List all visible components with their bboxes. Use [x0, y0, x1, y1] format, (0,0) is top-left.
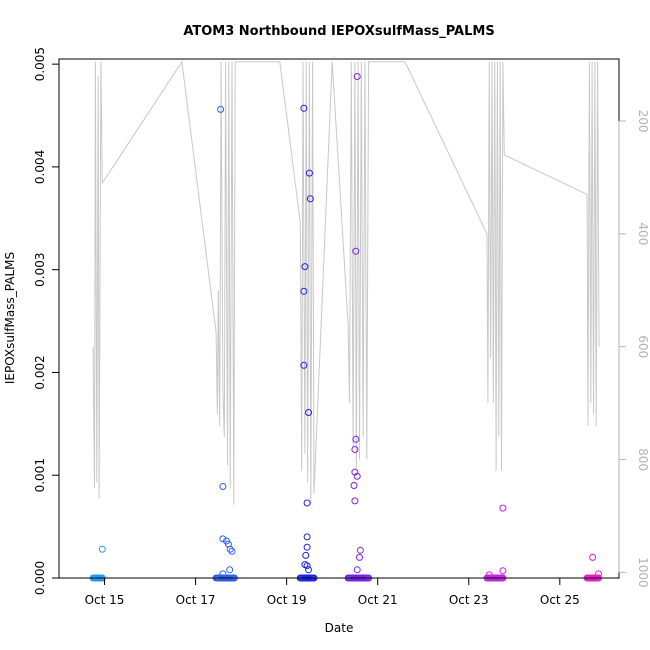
x-tick-label: Oct 25: [540, 593, 580, 607]
x-tick-label: Oct 23: [449, 593, 489, 607]
data-point: [351, 446, 359, 453]
data-point: [356, 553, 363, 561]
data-point: [226, 545, 234, 553]
right-tick-label: 800: [636, 448, 650, 471]
right-tick-label: 200: [636, 110, 650, 133]
data-point: [305, 409, 312, 416]
data-point: [303, 533, 311, 541]
data-point: [595, 570, 602, 578]
x-tick-label: Oct 19: [267, 593, 307, 607]
data-point: [356, 546, 364, 554]
right-tick-label: 400: [636, 222, 650, 245]
data-point: [353, 472, 361, 480]
data-point: [303, 562, 311, 570]
right-tick-label: 600: [636, 335, 650, 358]
right-tick-label: 1000: [636, 557, 650, 588]
data-points-layer: [89, 73, 602, 582]
data-point: [353, 566, 361, 574]
data-point: [303, 499, 311, 507]
data-point: [303, 543, 311, 551]
y-tick-label: 0.002: [33, 355, 47, 389]
data-point: [226, 566, 234, 574]
data-point: [219, 535, 227, 543]
gray-series-layer: [92, 60, 600, 505]
data-point: [353, 73, 361, 80]
gray-series-line: [92, 60, 600, 505]
y-tick-label: 0.005: [33, 47, 47, 81]
data-point: [499, 504, 507, 512]
data-point: [352, 247, 360, 255]
y-axis: 0.000 0.001 0.002 0.003 0.004 0.005: [33, 47, 60, 595]
data-point: [350, 482, 358, 489]
chart-title: ATOM3 Northbound IEPOXsulfMass_PALMS: [183, 24, 494, 39]
x-axis: Oct 15 Oct 17 Oct 19 Oct 21 Oct 23 Oct 25: [85, 577, 580, 607]
y-axis-label: IEPOXsulfMass_PALMS: [3, 252, 17, 384]
data-point: [300, 361, 308, 369]
data-point: [98, 545, 106, 553]
right-axis: 200 400 600 800 1000: [618, 110, 650, 588]
y-tick-label: 0.003: [33, 253, 47, 287]
data-point: [217, 105, 225, 113]
data-point: [352, 435, 360, 443]
data-point: [306, 195, 314, 203]
data-point: [228, 547, 236, 555]
data-point: [301, 263, 309, 271]
y-tick-label: 0.001: [33, 458, 47, 492]
data-point: [589, 553, 597, 561]
x-axis-label: Date: [325, 621, 354, 635]
x-tick-label: Oct 21: [358, 593, 398, 607]
data-point: [302, 551, 310, 559]
data-point: [351, 468, 359, 476]
x-tick-label: Oct 17: [176, 593, 216, 607]
y-tick-label: 0.004: [33, 150, 47, 184]
data-point: [305, 169, 313, 177]
y-tick-label: 0.000: [33, 561, 47, 595]
data-point: [219, 483, 227, 490]
data-point: [219, 570, 227, 578]
x-tick-label: Oct 15: [85, 593, 125, 607]
data-point: [300, 104, 308, 112]
data-point: [305, 566, 312, 574]
plot-frame: [58, 58, 620, 579]
data-point: [499, 567, 507, 575]
data-point: [351, 497, 359, 505]
data-point: [300, 287, 308, 295]
